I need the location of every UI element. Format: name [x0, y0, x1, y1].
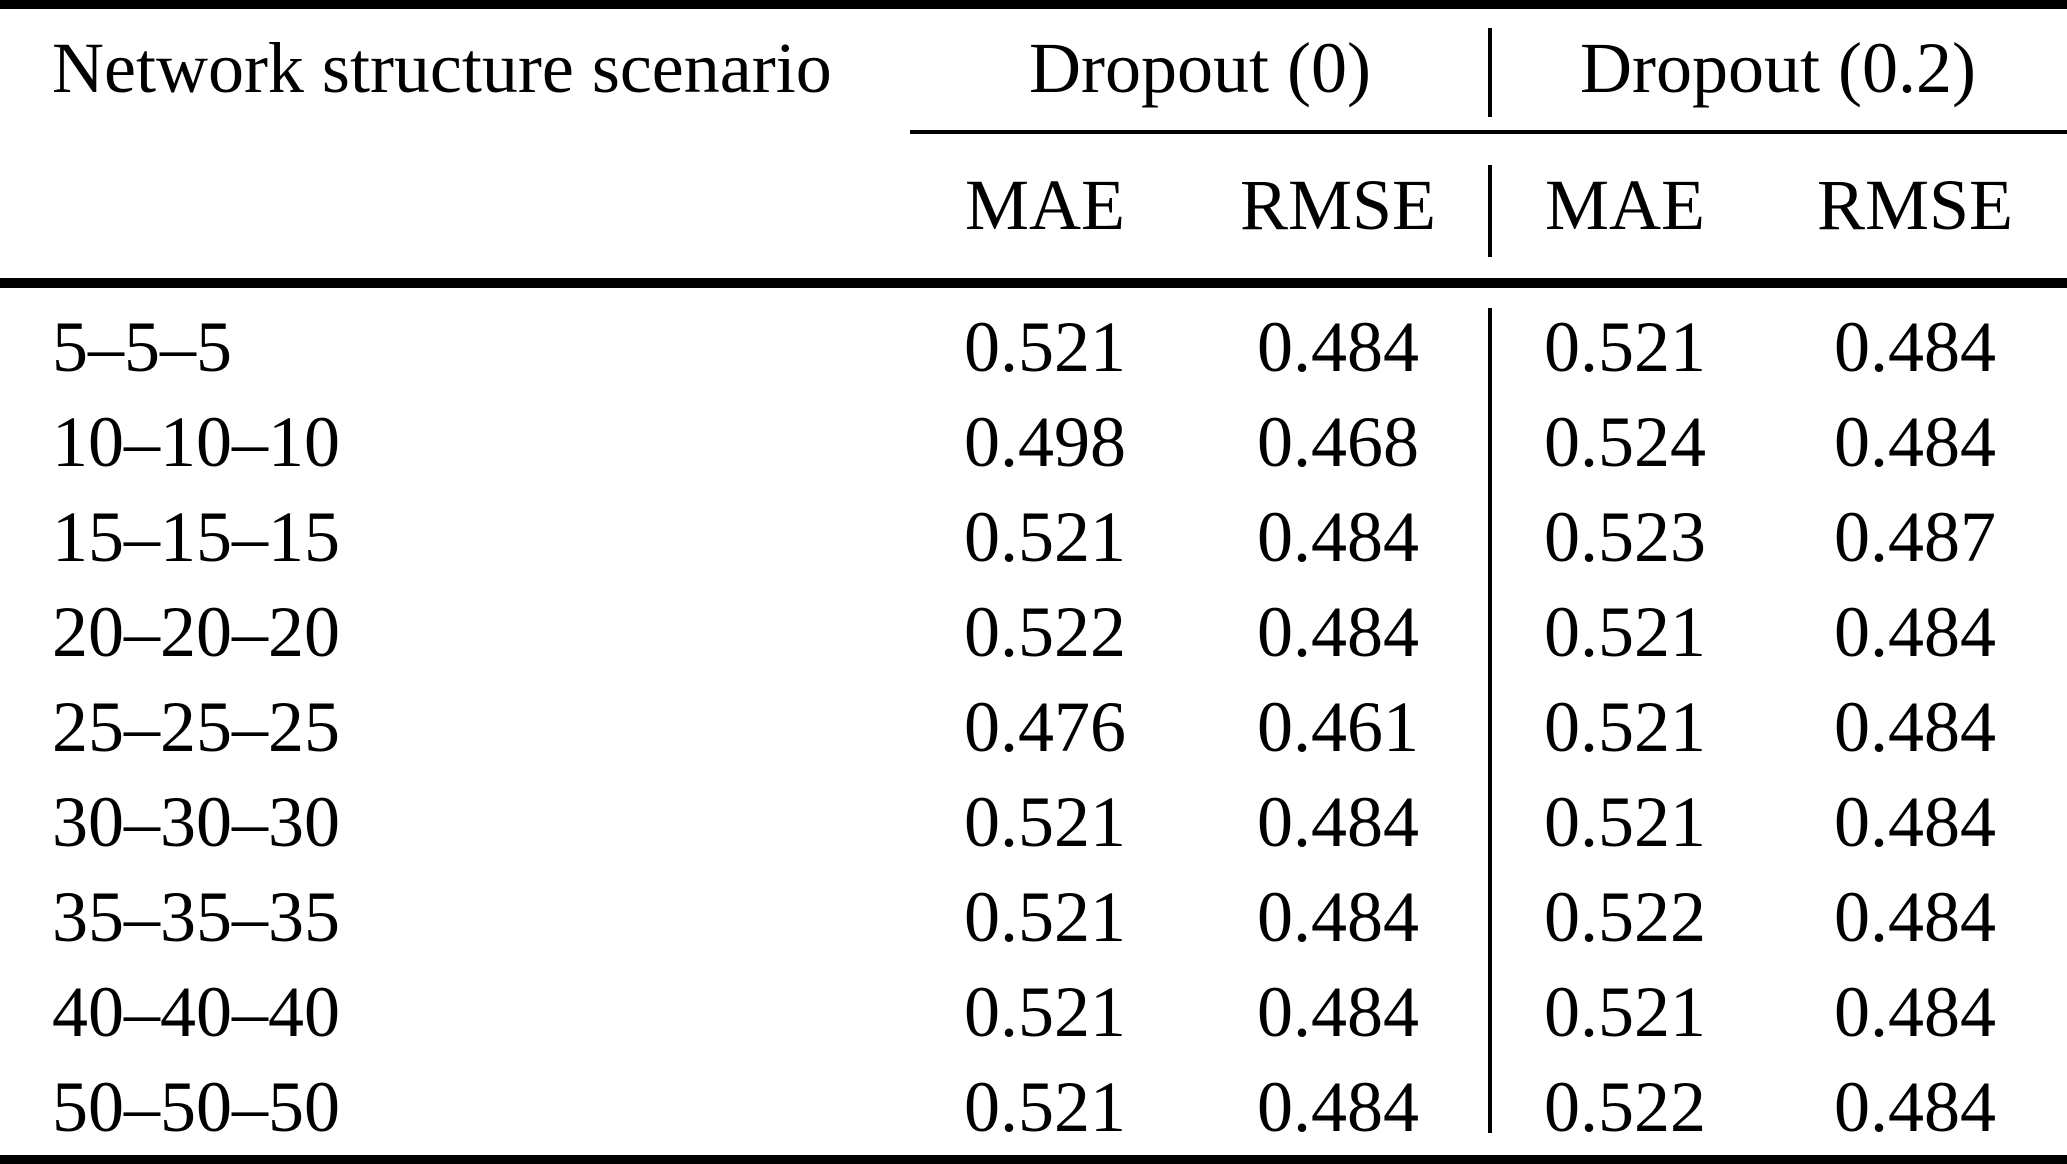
- scenario-cell: 10–10–10: [52, 402, 340, 482]
- d2-rmse-cell: 0.484: [1834, 592, 1996, 672]
- d2-mae-cell: 0.522: [1544, 1067, 1706, 1147]
- table-row: 15–15–15 0.521 0.484 0.523 0.487: [0, 490, 2067, 585]
- d2-mae-cell: 0.524: [1544, 402, 1706, 482]
- d2-mae-cell: 0.521: [1544, 307, 1706, 387]
- d2-rmse-cell: 0.484: [1834, 782, 1996, 862]
- d2-mae-cell: 0.521: [1544, 972, 1706, 1052]
- table-row: 30–30–30 0.521 0.484 0.521 0.484: [0, 775, 2067, 870]
- d2-mae-cell: 0.522: [1544, 877, 1706, 957]
- d0-mae-cell: 0.521: [964, 497, 1126, 577]
- d0-rmse-cell: 0.461: [1257, 687, 1419, 767]
- d0-rmse-cell: 0.484: [1257, 782, 1419, 862]
- d2-rmse-cell: 0.484: [1834, 972, 1996, 1052]
- table-row: 10–10–10 0.498 0.468 0.524 0.484: [0, 395, 2067, 490]
- d0-mae-cell: 0.522: [964, 592, 1126, 672]
- column-group-header-dropout-0-2: Dropout (0.2): [1580, 28, 1976, 108]
- table-bottom-rule: [0, 1155, 2067, 1164]
- d2-mae-cell: 0.521: [1544, 782, 1706, 862]
- scenario-cell: 20–20–20: [52, 592, 340, 672]
- d0-mae-cell: 0.521: [964, 1067, 1126, 1147]
- table-top-rule: [0, 0, 2067, 9]
- d2-mae-cell: 0.521: [1544, 687, 1706, 767]
- d2-mae-cell: 0.523: [1544, 497, 1706, 577]
- d0-rmse-cell: 0.484: [1257, 307, 1419, 387]
- d0-rmse-cell: 0.484: [1257, 592, 1419, 672]
- scenario-cell: 30–30–30: [52, 782, 340, 862]
- header-body-separator: [0, 278, 2067, 288]
- table-row: 35–35–35 0.521 0.484 0.522 0.484: [0, 870, 2067, 965]
- d2-rmse-cell: 0.484: [1834, 877, 1996, 957]
- d0-mae-cell: 0.498: [964, 402, 1126, 482]
- column-header-rmse-dropout-0: RMSE: [1239, 165, 1437, 245]
- d2-mae-cell: 0.521: [1544, 592, 1706, 672]
- scenario-cell: 35–35–35: [52, 877, 340, 957]
- scenario-cell: 50–50–50: [52, 1067, 340, 1147]
- group-divider-header: [1488, 28, 1492, 117]
- table-row: 20–20–20 0.522 0.484 0.521 0.484: [0, 585, 2067, 680]
- dropout-groups-midrule: [910, 130, 2067, 134]
- scenario-cell: 15–15–15: [52, 497, 340, 577]
- column-header-mae-dropout-0-2: MAE: [1545, 165, 1705, 245]
- d2-rmse-cell: 0.484: [1834, 307, 1996, 387]
- d0-rmse-cell: 0.484: [1257, 1067, 1419, 1147]
- d2-rmse-cell: 0.484: [1834, 687, 1996, 767]
- group-divider-body: [1488, 308, 1492, 1133]
- d0-rmse-cell: 0.484: [1257, 497, 1419, 577]
- d0-rmse-cell: 0.484: [1257, 877, 1419, 957]
- scenario-cell: 5–5–5: [52, 307, 232, 387]
- column-header-mae-dropout-0: MAE: [965, 165, 1125, 245]
- table-row: 25–25–25 0.476 0.461 0.521 0.484: [0, 680, 2067, 775]
- table-row: 40–40–40 0.521 0.484 0.521 0.484: [0, 965, 2067, 1060]
- table-row: 5–5–5 0.521 0.484 0.521 0.484: [0, 300, 2067, 395]
- group-divider-subheader: [1488, 165, 1492, 257]
- d0-mae-cell: 0.521: [964, 307, 1126, 387]
- d0-mae-cell: 0.476: [964, 687, 1126, 767]
- d0-mae-cell: 0.521: [964, 972, 1126, 1052]
- table-row: 50–50–50 0.521 0.484 0.522 0.484: [0, 1060, 2067, 1155]
- d2-rmse-cell: 0.484: [1834, 402, 1996, 482]
- d2-rmse-cell: 0.487: [1834, 497, 1996, 577]
- d0-mae-cell: 0.521: [964, 782, 1126, 862]
- d2-rmse-cell: 0.484: [1834, 1067, 1996, 1147]
- column-group-header-dropout-0: Dropout (0): [1029, 28, 1371, 108]
- d0-rmse-cell: 0.468: [1257, 402, 1419, 482]
- d0-rmse-cell: 0.484: [1257, 972, 1419, 1052]
- column-header-rmse-dropout-0-2: RMSE: [1816, 165, 2014, 245]
- scenario-cell: 40–40–40: [52, 972, 340, 1052]
- d0-mae-cell: 0.521: [964, 877, 1126, 957]
- scenario-cell: 25–25–25: [52, 687, 340, 767]
- column-header-scenario: Network structure scenario: [52, 28, 832, 108]
